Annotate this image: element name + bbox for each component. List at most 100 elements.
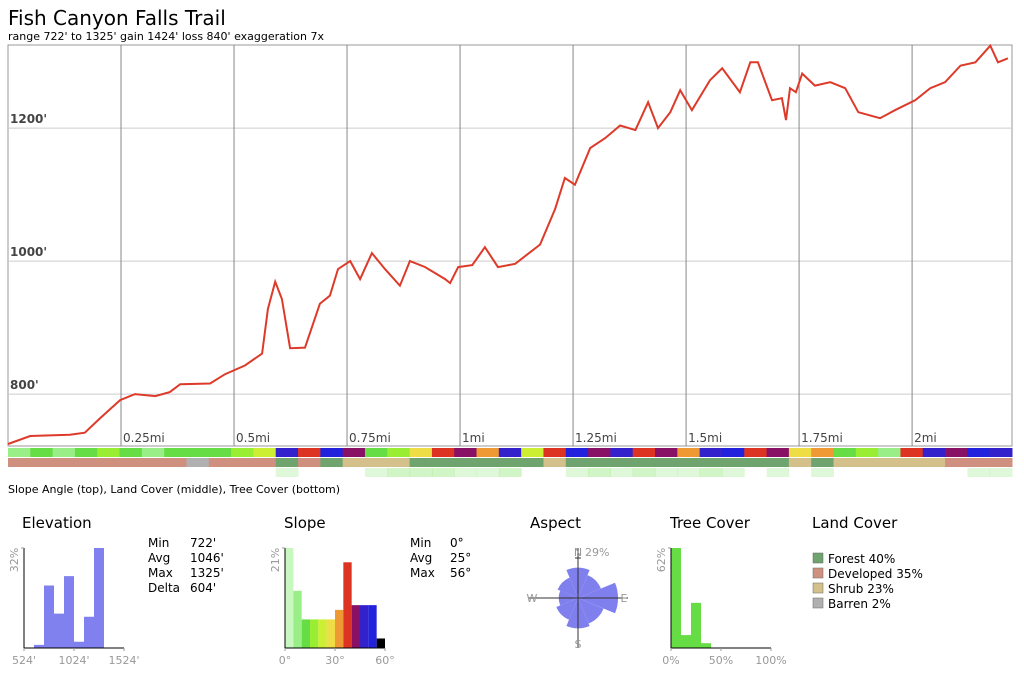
histogram-bar bbox=[318, 619, 327, 648]
tree-cover-cell bbox=[588, 468, 611, 477]
land-cover-cell bbox=[967, 458, 991, 467]
tree-cover-cell bbox=[632, 468, 656, 477]
slope-strip-cell bbox=[231, 448, 254, 457]
x-tick-label: 50% bbox=[709, 654, 733, 667]
land-cover-cell bbox=[364, 458, 388, 467]
slope-strip-cell bbox=[476, 448, 500, 457]
histogram-bar bbox=[84, 616, 94, 648]
slope-strip-cell bbox=[677, 448, 701, 457]
tree-cover-cell bbox=[186, 468, 209, 477]
histogram-bar bbox=[64, 576, 74, 648]
x-tick-label: 524' bbox=[12, 654, 36, 667]
tree-cover-cell bbox=[30, 468, 53, 477]
page-title: Fish Canyon Falls Trail bbox=[8, 6, 226, 30]
histogram-bar bbox=[285, 548, 294, 648]
land-cover-cell bbox=[699, 458, 723, 467]
y-tick-label: 1200' bbox=[10, 112, 47, 126]
x-tick-label: 0% bbox=[662, 654, 679, 667]
aspect-wedge bbox=[578, 598, 604, 624]
strip-caption: Slope Angle (top), Land Cover (middle), … bbox=[8, 483, 340, 496]
stat-value: 604' bbox=[190, 581, 216, 595]
histogram-bar bbox=[335, 609, 344, 648]
slope-strip-cell bbox=[521, 448, 544, 457]
slope-strip-cell bbox=[945, 448, 968, 457]
slope-strip-cell bbox=[655, 448, 678, 457]
land-cover-cell bbox=[922, 458, 946, 467]
tree-cover-cell bbox=[142, 468, 165, 477]
y-tick-label: 800' bbox=[10, 378, 39, 392]
land-cover-cell bbox=[498, 458, 522, 467]
land-cover-cell bbox=[298, 458, 321, 467]
slope-strip-cell bbox=[878, 448, 901, 457]
radius-tick-label: 29% bbox=[585, 546, 609, 559]
x-tick-label: 30° bbox=[325, 654, 345, 667]
land-cover-cell bbox=[811, 458, 835, 467]
histogram-bar bbox=[701, 643, 711, 648]
land-cover-cell bbox=[855, 458, 879, 467]
histogram-bar bbox=[376, 638, 385, 648]
aspect-wedge bbox=[557, 577, 578, 598]
x-tick-label: 1524' bbox=[108, 654, 139, 667]
land-cover-cell bbox=[275, 458, 299, 467]
slope-strip-cell bbox=[922, 448, 946, 457]
x-tick-label: 60° bbox=[375, 654, 395, 667]
slope-strip-cell bbox=[699, 448, 723, 457]
tree-cover-cell bbox=[878, 468, 901, 477]
x-tick-label: 1.5mi bbox=[688, 431, 722, 445]
stat-label: Max bbox=[148, 566, 173, 580]
land-cover-cell bbox=[52, 458, 76, 467]
histogram-bar bbox=[368, 605, 377, 648]
histogram-bar bbox=[34, 644, 44, 648]
land-cover-cell bbox=[186, 458, 210, 467]
slope-strip-cell bbox=[387, 448, 411, 457]
tree-cover-cell bbox=[543, 468, 566, 477]
land-cover-cell bbox=[409, 458, 433, 467]
tree-cover-cell bbox=[766, 468, 790, 477]
slope-strip-cell bbox=[409, 448, 433, 457]
slope-strip-cell bbox=[74, 448, 98, 457]
tree-cover-title: Tree Cover bbox=[669, 514, 751, 532]
slope-strip-cell bbox=[588, 448, 611, 457]
tree-cover-cell bbox=[834, 468, 857, 477]
slope-strip-cell bbox=[543, 448, 567, 457]
land-cover-cell bbox=[454, 458, 478, 467]
land-cover-cell bbox=[387, 458, 411, 467]
tree-cover-cell bbox=[967, 468, 991, 477]
stat-label: Avg bbox=[148, 551, 170, 565]
tree-cover-cell bbox=[521, 468, 544, 477]
tree-cover-cell bbox=[364, 468, 388, 477]
histogram-bar bbox=[671, 548, 681, 648]
slope-strip-cell bbox=[565, 448, 589, 457]
tree-cover-cell bbox=[565, 468, 589, 477]
legend-label: Developed 35% bbox=[828, 567, 923, 581]
tree-cover-cell bbox=[409, 468, 433, 477]
stat-label: Min bbox=[148, 536, 169, 550]
slope-strip-cell bbox=[610, 448, 634, 457]
histogram-bar bbox=[44, 585, 54, 648]
x-tick-label: 1.75mi bbox=[801, 431, 843, 445]
slope-strip-cell bbox=[320, 448, 344, 457]
stat-value: 25° bbox=[450, 551, 471, 565]
stat-value: 1046' bbox=[190, 551, 224, 565]
legend-label: Barren 2% bbox=[828, 597, 891, 611]
legend-label: Shrub 23% bbox=[828, 582, 894, 596]
legend-swatch bbox=[812, 597, 824, 609]
land-cover-cell bbox=[766, 458, 790, 467]
x-tick-label: 1.25mi bbox=[575, 431, 617, 445]
x-tick-label: 1mi bbox=[462, 431, 485, 445]
stat-label: Max bbox=[410, 566, 435, 580]
y-tick-label: 62% bbox=[655, 548, 668, 572]
histogram-bar bbox=[343, 562, 352, 648]
tree-cover-cell bbox=[900, 468, 923, 477]
land-cover-cell bbox=[521, 458, 544, 467]
slope-strip-cell bbox=[52, 448, 76, 457]
tree-cover-cell bbox=[431, 468, 455, 477]
tree-cover-cell bbox=[298, 468, 321, 477]
slope-strip-cell bbox=[364, 448, 388, 457]
tree-cover-cell bbox=[387, 468, 411, 477]
land-cover-cell bbox=[431, 458, 455, 467]
slope-strip-cell bbox=[253, 448, 277, 457]
tree-cover-cell bbox=[343, 468, 366, 477]
